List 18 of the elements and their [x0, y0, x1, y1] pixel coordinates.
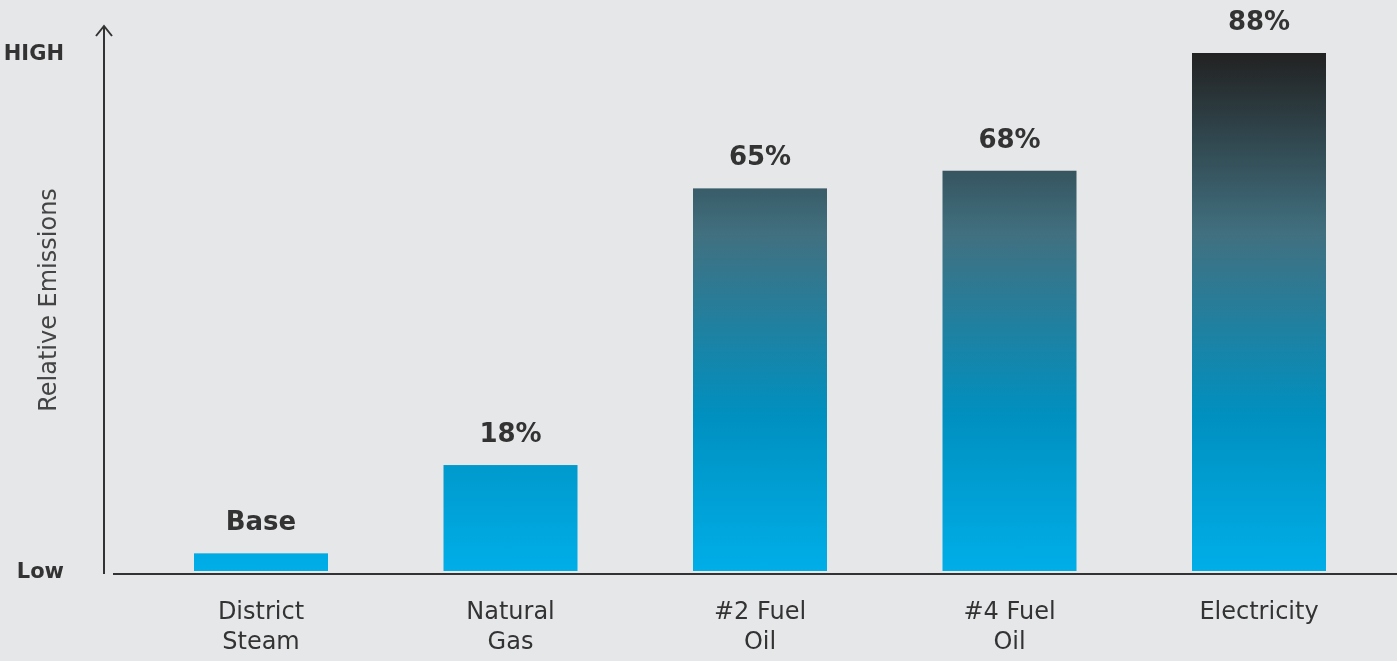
- bar: [1192, 53, 1326, 571]
- data-label: 88%: [1227, 6, 1291, 36]
- bar: [693, 188, 827, 571]
- text: Low: [16, 559, 64, 584]
- bar: [194, 553, 328, 571]
- bar: [443, 465, 578, 571]
- x-tick-label: Electricity: [1199, 597, 1319, 625]
- data-label: 18%: [479, 418, 542, 449]
- x-tick-label: Natural Gas: [466, 597, 555, 655]
- text: HIGH: [3, 41, 64, 66]
- x-tick-label: #4 Fuel Oil: [963, 597, 1056, 655]
- data-label: 65%: [728, 141, 792, 172]
- bar: [942, 170, 1077, 571]
- y-axis-title: Relative Emissions: [34, 188, 62, 412]
- data-label: Base: [225, 506, 297, 537]
- x-tick-label: District Steam: [217, 597, 305, 655]
- data-label: 68%: [978, 123, 1041, 154]
- x-tick-label: #2 Fuel Oil: [713, 597, 807, 655]
